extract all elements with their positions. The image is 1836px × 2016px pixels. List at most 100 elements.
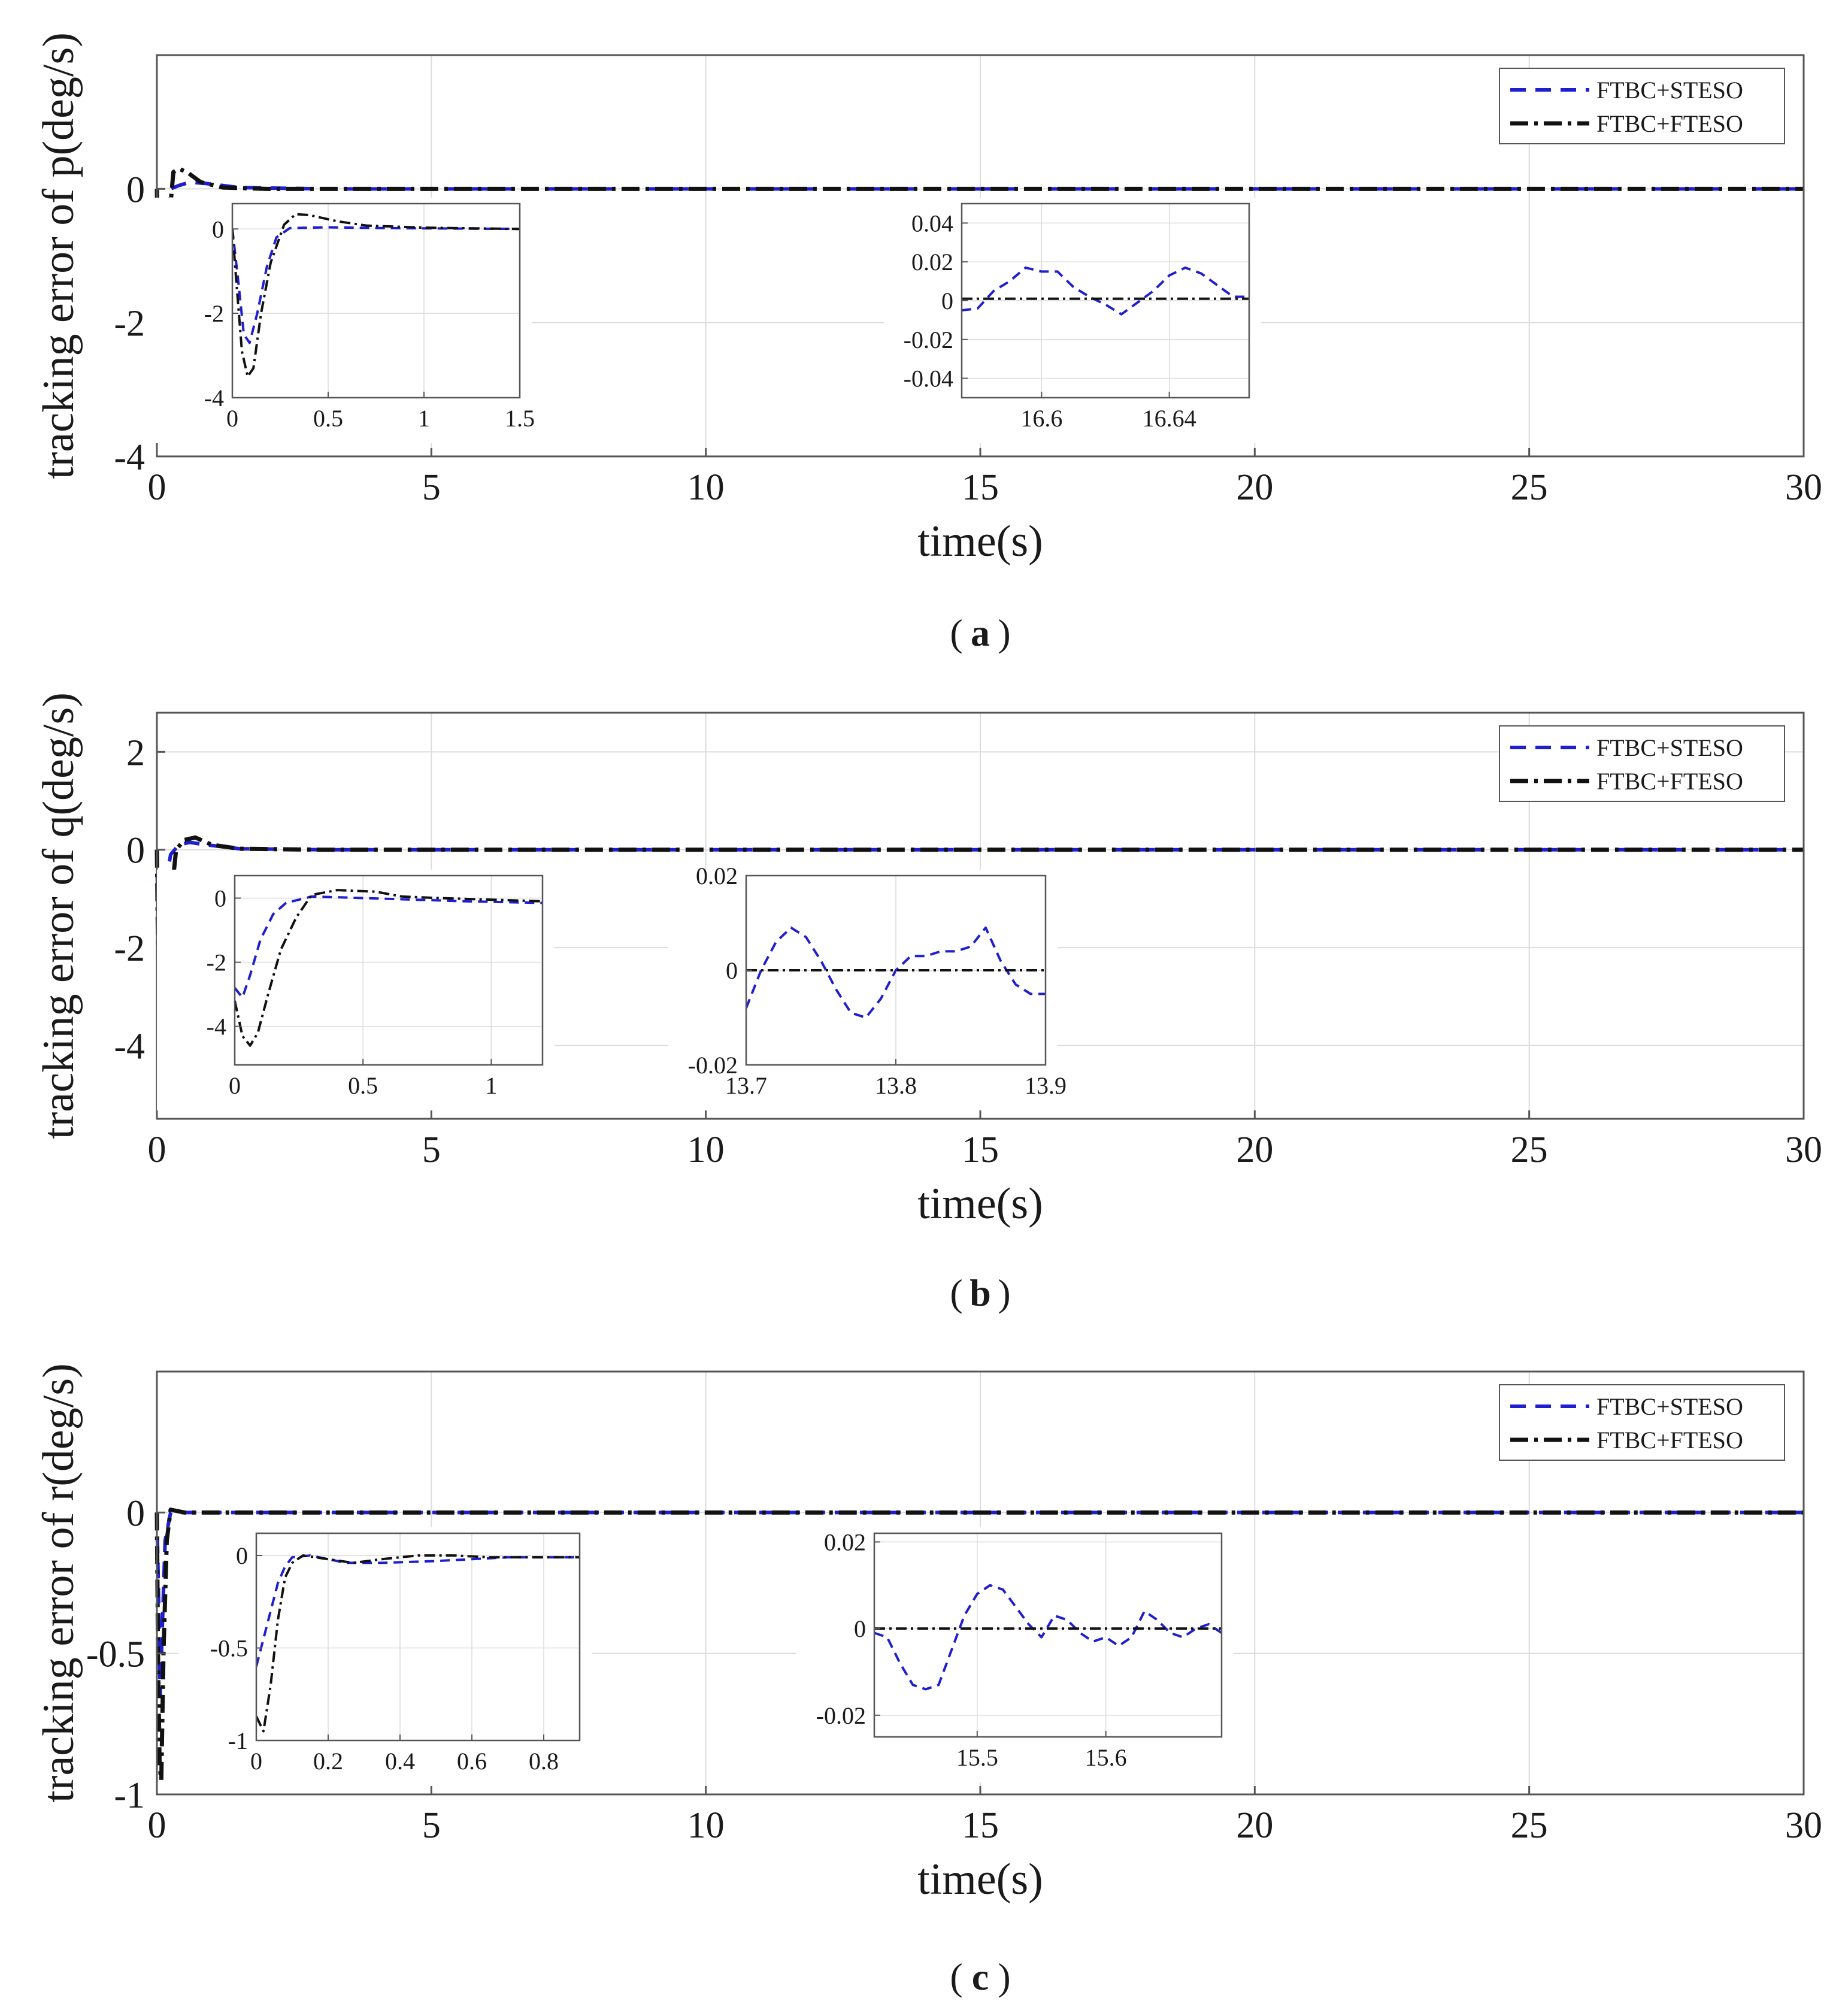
x-axis-label: time(s) [917,1855,1043,1904]
x-tick-label: 5 [422,467,441,508]
legend-label: FTBC+STESO [1596,734,1743,761]
inset-y-tick-label: -0.5 [210,1635,248,1662]
inset-y-tick-label: 0.02 [824,1528,866,1555]
inset-x-tick-label: 0 [229,1072,241,1099]
inset-x-tick-label: 13.8 [875,1072,917,1099]
inset-series-group [232,213,520,378]
inset-frame [255,1532,581,1742]
inset-y-tick-label: 0 [212,216,224,243]
caption-close-paren: ) [998,1956,1010,1998]
caption-close-paren: ) [998,612,1010,654]
inset-x-tick-label: 0 [226,405,238,432]
x-tick-label: 0 [148,1130,166,1170]
inset-x-tick-label: 0.4 [385,1748,415,1775]
y-tick-label: 0 [126,831,145,871]
inset-y-tick-label: 0.04 [911,210,953,237]
inset-x-tick-label: 0.2 [313,1748,343,1775]
x-tick-label: 10 [687,1130,725,1170]
series-line-ftbc-fteso [154,1508,1804,1782]
inset-x-tick-label: 0.8 [529,1748,559,1775]
x-tick-label: 20 [1236,1130,1273,1170]
inset-x-tick-label: 1.5 [505,405,535,432]
x-tick-label: 30 [1785,467,1822,508]
inset-x-tick-label: 16.6 [1020,405,1062,432]
x-tick-label: 10 [687,467,725,508]
inset-x-tick-label: 0.6 [457,1748,487,1775]
inset-y-tick-label: -0.02 [904,326,953,353]
inset-series-line-ftbc-steso [256,1554,580,1667]
y-tick-label: -4 [114,437,145,478]
inset-y-tick-label: 0 [726,957,738,984]
y-tick-label: 2 [126,732,145,773]
x-tick-label: 5 [422,1130,441,1170]
x-tick-label: 25 [1511,467,1548,508]
inset-series-line-ftbc-steso [232,226,520,344]
inset-y-tick-label: 0 [941,287,953,314]
x-tick-label: 25 [1511,1130,1548,1170]
x-tick-label: 30 [1785,1805,1822,1846]
inset-y-tick-label: -4 [207,1013,226,1040]
x-tick-label: 15 [962,1130,999,1170]
caption-close-paren: ) [998,1272,1010,1314]
inset-y-tick-label: -4 [204,385,224,411]
y-axis-label: tracking error of r(deg/s) [34,1363,83,1803]
inset-series-line-ftbc-steso [962,266,1249,316]
inset-y-tick-label: 0.02 [911,249,953,276]
y-tick-label: -4 [114,1026,145,1067]
inset-y-tick-label: -0.04 [904,365,953,392]
legend-label: FTBC+FTESO [1596,110,1743,137]
inset-series-line-ftbc-fteso [256,1554,580,1733]
inset-y-tick-label: -2 [207,949,226,976]
legend-label: FTBC+FTESO [1596,1427,1743,1454]
inset-frame [234,874,544,1066]
x-tick-label: 20 [1236,467,1273,508]
inset-series-line-ftbc-fteso [232,213,520,378]
inset-background [796,1527,1234,1782]
inset-x-tick-label: 0.5 [348,1072,378,1099]
inset-y-tick-label: -0.02 [816,1702,866,1729]
inset-y-tick-label: 0 [236,1542,248,1569]
caption-letter: c [972,1956,989,1998]
inset-y-tick-label: -1 [228,1727,248,1754]
inset-x-tick-label: 16.64 [1143,405,1196,432]
inset-background [178,1527,592,1786]
inset-series-group [962,266,1249,316]
x-axis-label: time(s) [917,1179,1043,1228]
x-tick-label: 0 [148,1805,166,1846]
legend-box [1499,68,1785,144]
inset-frame [231,202,521,399]
inset-y-tick-label: -0.02 [688,1052,738,1079]
caption-letter: b [969,1272,991,1314]
caption-letter: a [971,612,990,654]
inset-x-tick-label: 13.7 [725,1072,767,1099]
legend-box [1499,725,1785,802]
caption-open-paren: ( [950,1956,962,1998]
inset-series-line-ftbc-steso [235,895,543,999]
inset-series-line-ftbc-fteso [235,889,543,1047]
inset-series-group [256,1554,580,1733]
inset-y-tick-label: 0 [854,1615,866,1642]
inset-background [154,198,532,443]
inset-x-tick-label: 1 [418,405,430,432]
inset-series-group [235,889,543,1047]
legend-label: FTBC+STESO [1596,77,1743,104]
x-axis-label: time(s) [917,517,1043,566]
inset-series-group [746,926,1046,1019]
x-tick-label: 20 [1236,1805,1273,1846]
x-tick-label: 5 [422,1805,441,1846]
inset-x-tick-label: 15.5 [956,1744,998,1771]
y-tick-label: 0 [126,169,145,210]
y-axis-label: tracking error of q(deg/s) [34,692,83,1139]
x-tick-label: 30 [1785,1130,1822,1170]
inset-x-tick-label: 0 [250,1748,262,1775]
inset-y-tick-label: -2 [204,300,224,327]
y-tick-label: -0.5 [86,1634,145,1675]
y-tick-label: -2 [114,304,145,344]
x-tick-label: 10 [687,1805,725,1846]
legend-label: FTBC+STESO [1596,1393,1743,1420]
inset-series-line-ftbc-steso [746,926,1046,1019]
y-tick-label: -1 [114,1775,145,1816]
legend-label: FTBC+FTESO [1596,768,1743,795]
inset-y-tick-label: 0 [214,885,226,912]
